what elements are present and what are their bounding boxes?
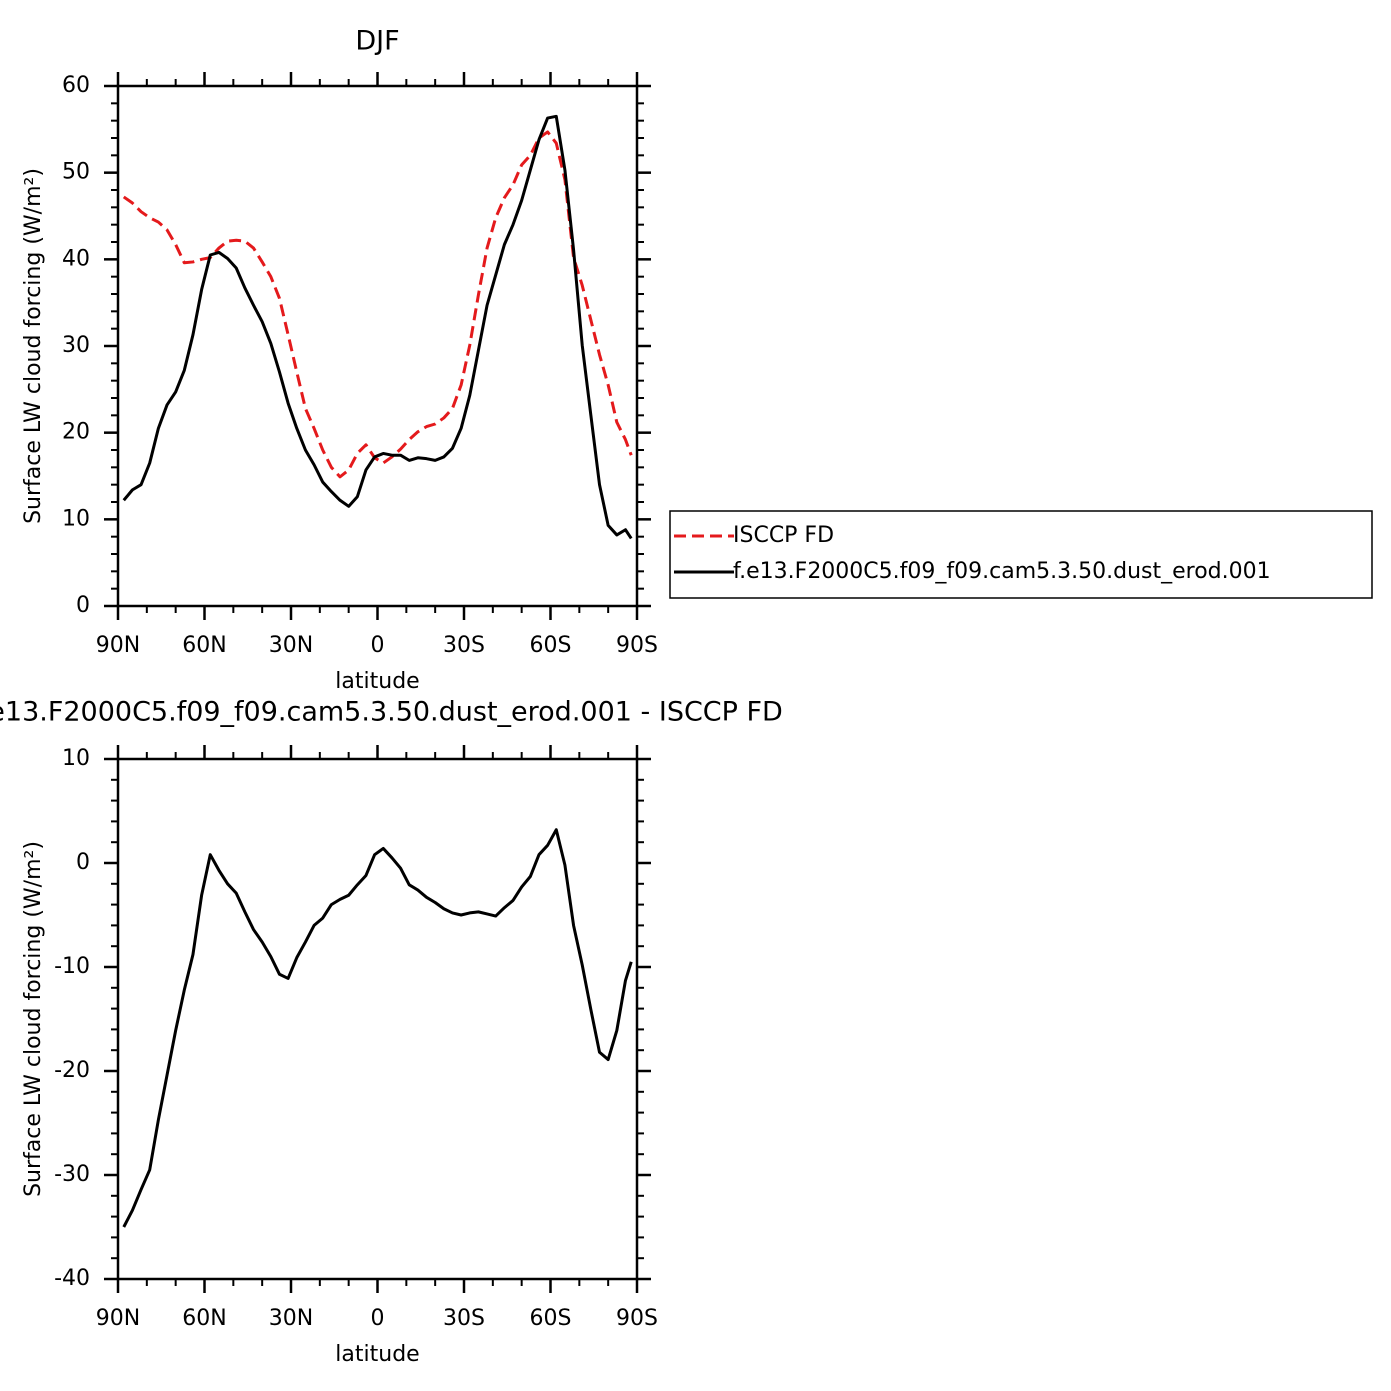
x-tick-label: 90N	[96, 633, 140, 658]
y-axis-label: Surface LW cloud forcing (W/m²)	[21, 841, 46, 1197]
x-tick-label: 30S	[443, 633, 485, 658]
legend-label: ISCCP FD	[733, 523, 834, 548]
x-tick-label: 90N	[96, 1306, 140, 1331]
x-tick-label: 90S	[616, 1306, 658, 1331]
y-tick-label: 20	[62, 420, 90, 445]
y-axis-label: Surface LW cloud forcing (W/m²)	[21, 168, 46, 524]
legend-label: f.e13.F2000C5.f09_f09.cam5.3.50.dust_ero…	[733, 559, 1271, 584]
y-tick-label: -40	[54, 1266, 90, 1291]
x-tick-label: 0	[371, 633, 385, 658]
x-tick-label: 30N	[269, 1306, 313, 1331]
x-tick-label: 0	[371, 1306, 385, 1331]
plot-frame	[116, 84, 639, 608]
y-tick-label: 10	[62, 746, 90, 771]
y-tick-label: 0	[76, 850, 90, 875]
y-tick-label: 0	[76, 593, 90, 618]
x-tick-label: 30N	[269, 633, 313, 658]
x-tick-label: 60N	[182, 633, 226, 658]
y-tick-label: 60	[62, 73, 90, 98]
x-axis-label: latitude	[335, 669, 419, 694]
y-tick-label: -20	[54, 1058, 90, 1083]
y-tick-label: 50	[62, 160, 90, 185]
legend-box	[669, 510, 1373, 599]
y-tick-label: 30	[62, 333, 90, 358]
chart-title: f.e13.F2000C5.f09_f09.cam5.3.50.dust_ero…	[0, 697, 783, 728]
series-line	[122, 114, 633, 540]
x-tick-label: 30S	[443, 1306, 485, 1331]
y-tick-label: -30	[54, 1162, 90, 1187]
x-tick-label: 60N	[182, 1306, 226, 1331]
x-tick-label: 60S	[530, 633, 572, 658]
x-tick-label: 60S	[530, 1306, 572, 1331]
y-tick-label: 40	[62, 246, 90, 271]
x-tick-label: 90S	[616, 633, 658, 658]
y-tick-label: -10	[54, 954, 90, 979]
chart-title: DJF	[355, 26, 399, 57]
x-axis-label: latitude	[335, 1342, 419, 1367]
y-tick-label: 10	[62, 506, 90, 531]
series-line	[122, 828, 633, 1228]
